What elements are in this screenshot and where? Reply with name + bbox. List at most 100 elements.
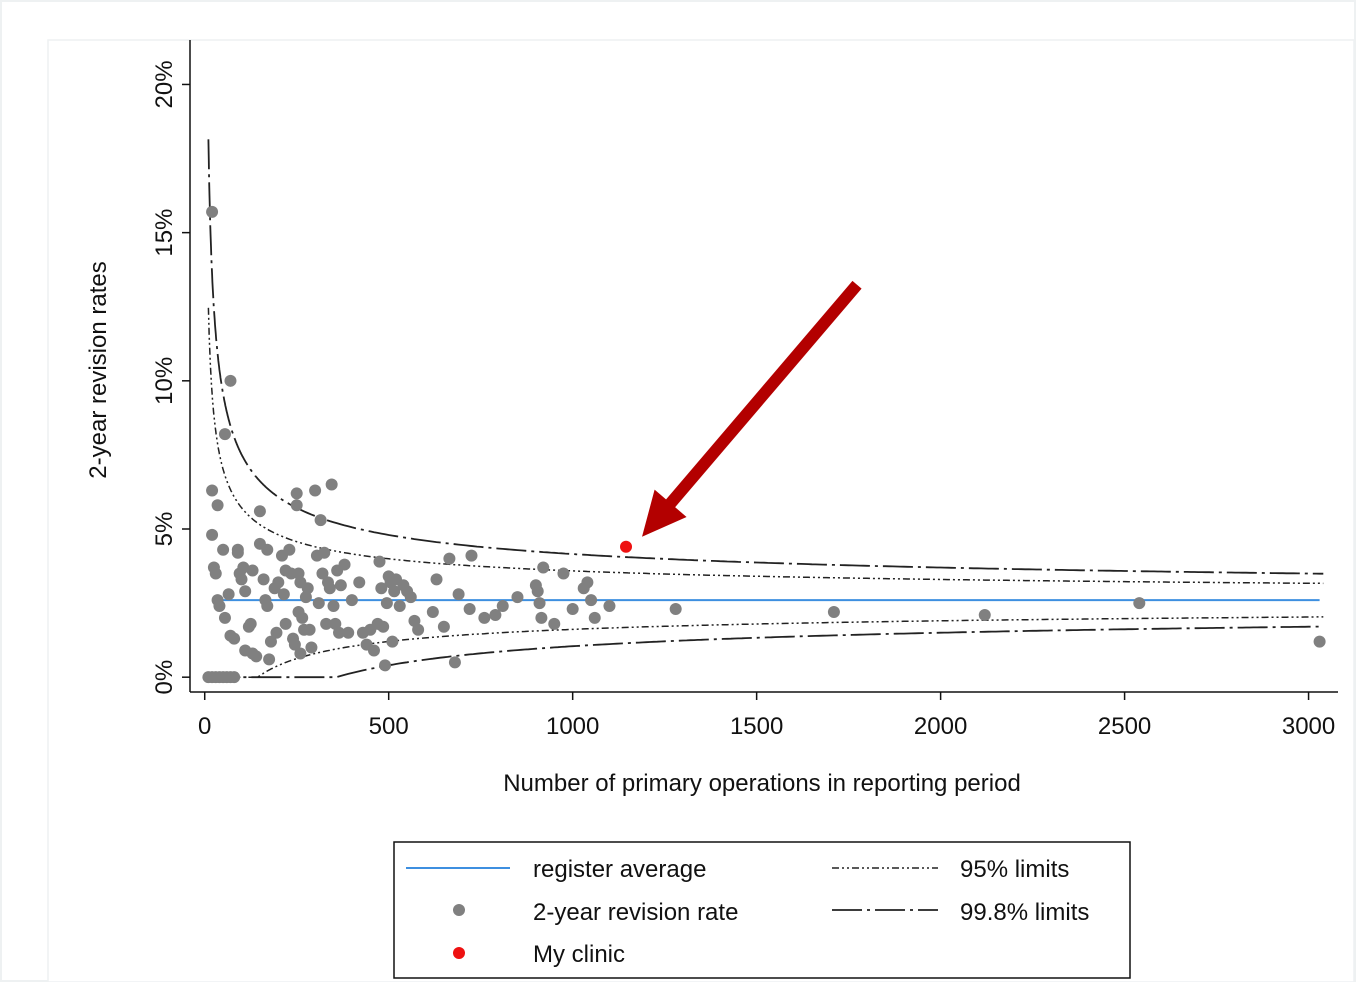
legend-99-8-limits-label: 99.8% limits bbox=[960, 899, 1089, 926]
revision-rate-point bbox=[342, 626, 355, 639]
revision-rate-point bbox=[443, 552, 456, 565]
revision-rate-point bbox=[299, 591, 312, 604]
revision-rate-point bbox=[261, 600, 274, 613]
revision-rate-point bbox=[309, 484, 322, 497]
revision-rate-point bbox=[426, 605, 439, 618]
x-ticks: 0 500 1000 1500 2000 2500 3000 bbox=[198, 692, 1335, 740]
revision-rate-point bbox=[588, 611, 601, 624]
x-tick-label: 3000 bbox=[1282, 713, 1335, 740]
revision-rate-point bbox=[531, 585, 544, 598]
revision-rate-point bbox=[669, 603, 682, 616]
revision-rate-point bbox=[585, 594, 598, 607]
revision-rate-point bbox=[244, 617, 257, 630]
y-tick-label: 20% bbox=[151, 60, 178, 108]
x-axis-title: Number of primary operations in reportin… bbox=[503, 770, 1021, 797]
revision-rate-point bbox=[511, 591, 524, 604]
legend-revision-rate-label: 2-year revision rate bbox=[533, 899, 738, 926]
revision-rate-point bbox=[301, 582, 314, 595]
revision-rate-point bbox=[827, 605, 840, 618]
revision-rate-point bbox=[496, 600, 509, 613]
revision-rate-point bbox=[325, 478, 338, 491]
revision-rate-point bbox=[404, 591, 417, 604]
revision-rate-point bbox=[465, 549, 478, 562]
revision-rate-point bbox=[292, 567, 305, 580]
revision-rate-point bbox=[367, 644, 380, 657]
revision-rate-point bbox=[380, 597, 393, 610]
x-tick-label: 1500 bbox=[730, 713, 783, 740]
revision-rate-point bbox=[218, 428, 231, 441]
revision-rate-point bbox=[978, 608, 991, 621]
my-clinic-group bbox=[620, 540, 633, 553]
x-tick-label: 2500 bbox=[1098, 713, 1151, 740]
scatter-points bbox=[202, 205, 1326, 684]
revision-rate-point bbox=[305, 641, 318, 654]
revision-rate-point bbox=[294, 647, 307, 660]
revision-rate-point bbox=[206, 528, 219, 541]
legend-revision-rate-marker bbox=[453, 904, 465, 916]
revision-rate-point bbox=[548, 617, 561, 630]
revision-rate-point bbox=[316, 567, 329, 580]
revision-rate-point bbox=[290, 487, 303, 500]
revision-rate-point bbox=[246, 564, 259, 577]
revision-rate-point bbox=[437, 620, 450, 633]
revision-rate-point bbox=[314, 514, 327, 527]
revision-rate-point bbox=[303, 623, 316, 636]
y-ticks: 0% 5% 10% 15% 20% bbox=[151, 60, 190, 695]
revision-rate-point bbox=[537, 561, 550, 574]
revision-rate-point bbox=[323, 582, 336, 595]
revision-rate-point bbox=[235, 573, 248, 586]
revision-rate-point bbox=[264, 635, 277, 648]
revision-rate-point bbox=[283, 543, 296, 556]
arrow-shaft bbox=[663, 280, 862, 511]
revision-rate-point bbox=[228, 671, 241, 684]
revision-rate-point bbox=[581, 576, 594, 589]
revision-rate-point bbox=[377, 620, 390, 633]
revision-rate-point bbox=[386, 635, 399, 648]
revision-rate-point bbox=[206, 484, 219, 497]
x-tick-label: 500 bbox=[369, 713, 409, 740]
legend: register average 2-year revision rate My… bbox=[393, 841, 1131, 979]
revision-rate-point bbox=[375, 582, 388, 595]
revision-rate-point bbox=[288, 638, 301, 651]
revision-rate-point bbox=[250, 650, 263, 663]
axes bbox=[189, 40, 1338, 693]
revision-rate-point bbox=[557, 567, 570, 580]
revision-rate-point bbox=[209, 567, 222, 580]
x-tick-label: 2000 bbox=[914, 713, 967, 740]
revision-rate-point bbox=[296, 611, 309, 624]
revision-rate-point bbox=[373, 555, 386, 568]
revision-rate-point bbox=[327, 600, 340, 613]
my-clinic-point bbox=[620, 540, 633, 553]
revision-rate-point bbox=[237, 561, 250, 574]
revision-rate-point bbox=[279, 617, 292, 630]
y-tick-label: 10% bbox=[151, 357, 178, 405]
upper-99-8-limit-line bbox=[207, 139, 1324, 575]
revision-rate-point bbox=[334, 579, 347, 592]
legend-95-limits-label: 95% limits bbox=[960, 856, 1069, 883]
revision-rate-point bbox=[1313, 635, 1326, 648]
legend-my-clinic-marker bbox=[453, 947, 465, 959]
revision-rate-point bbox=[1133, 597, 1146, 610]
revision-rate-point bbox=[263, 653, 276, 666]
x-tick-label: 1000 bbox=[546, 713, 599, 740]
legend-box bbox=[393, 841, 1131, 979]
y-tick-label: 15% bbox=[151, 209, 178, 257]
revision-rate-point bbox=[566, 603, 579, 616]
revision-rate-point bbox=[290, 499, 303, 512]
revision-rate-point bbox=[270, 626, 283, 639]
legend-my-clinic-label: My clinic bbox=[533, 941, 625, 968]
revision-rate-point bbox=[353, 576, 366, 589]
revision-rate-point bbox=[239, 585, 252, 598]
revision-rate-point bbox=[535, 611, 548, 624]
y-axis-title: 2-year revision rates bbox=[85, 261, 112, 478]
revision-rate-point bbox=[312, 597, 325, 610]
revision-rate-point bbox=[489, 608, 502, 621]
inner-frame bbox=[47, 39, 1355, 982]
revision-rate-point bbox=[224, 374, 237, 387]
revision-rate-point bbox=[218, 611, 231, 624]
revision-rate-point bbox=[211, 499, 224, 512]
revision-rate-point bbox=[379, 659, 392, 672]
arrow-annotation bbox=[642, 280, 862, 537]
revision-rate-point bbox=[318, 546, 331, 559]
